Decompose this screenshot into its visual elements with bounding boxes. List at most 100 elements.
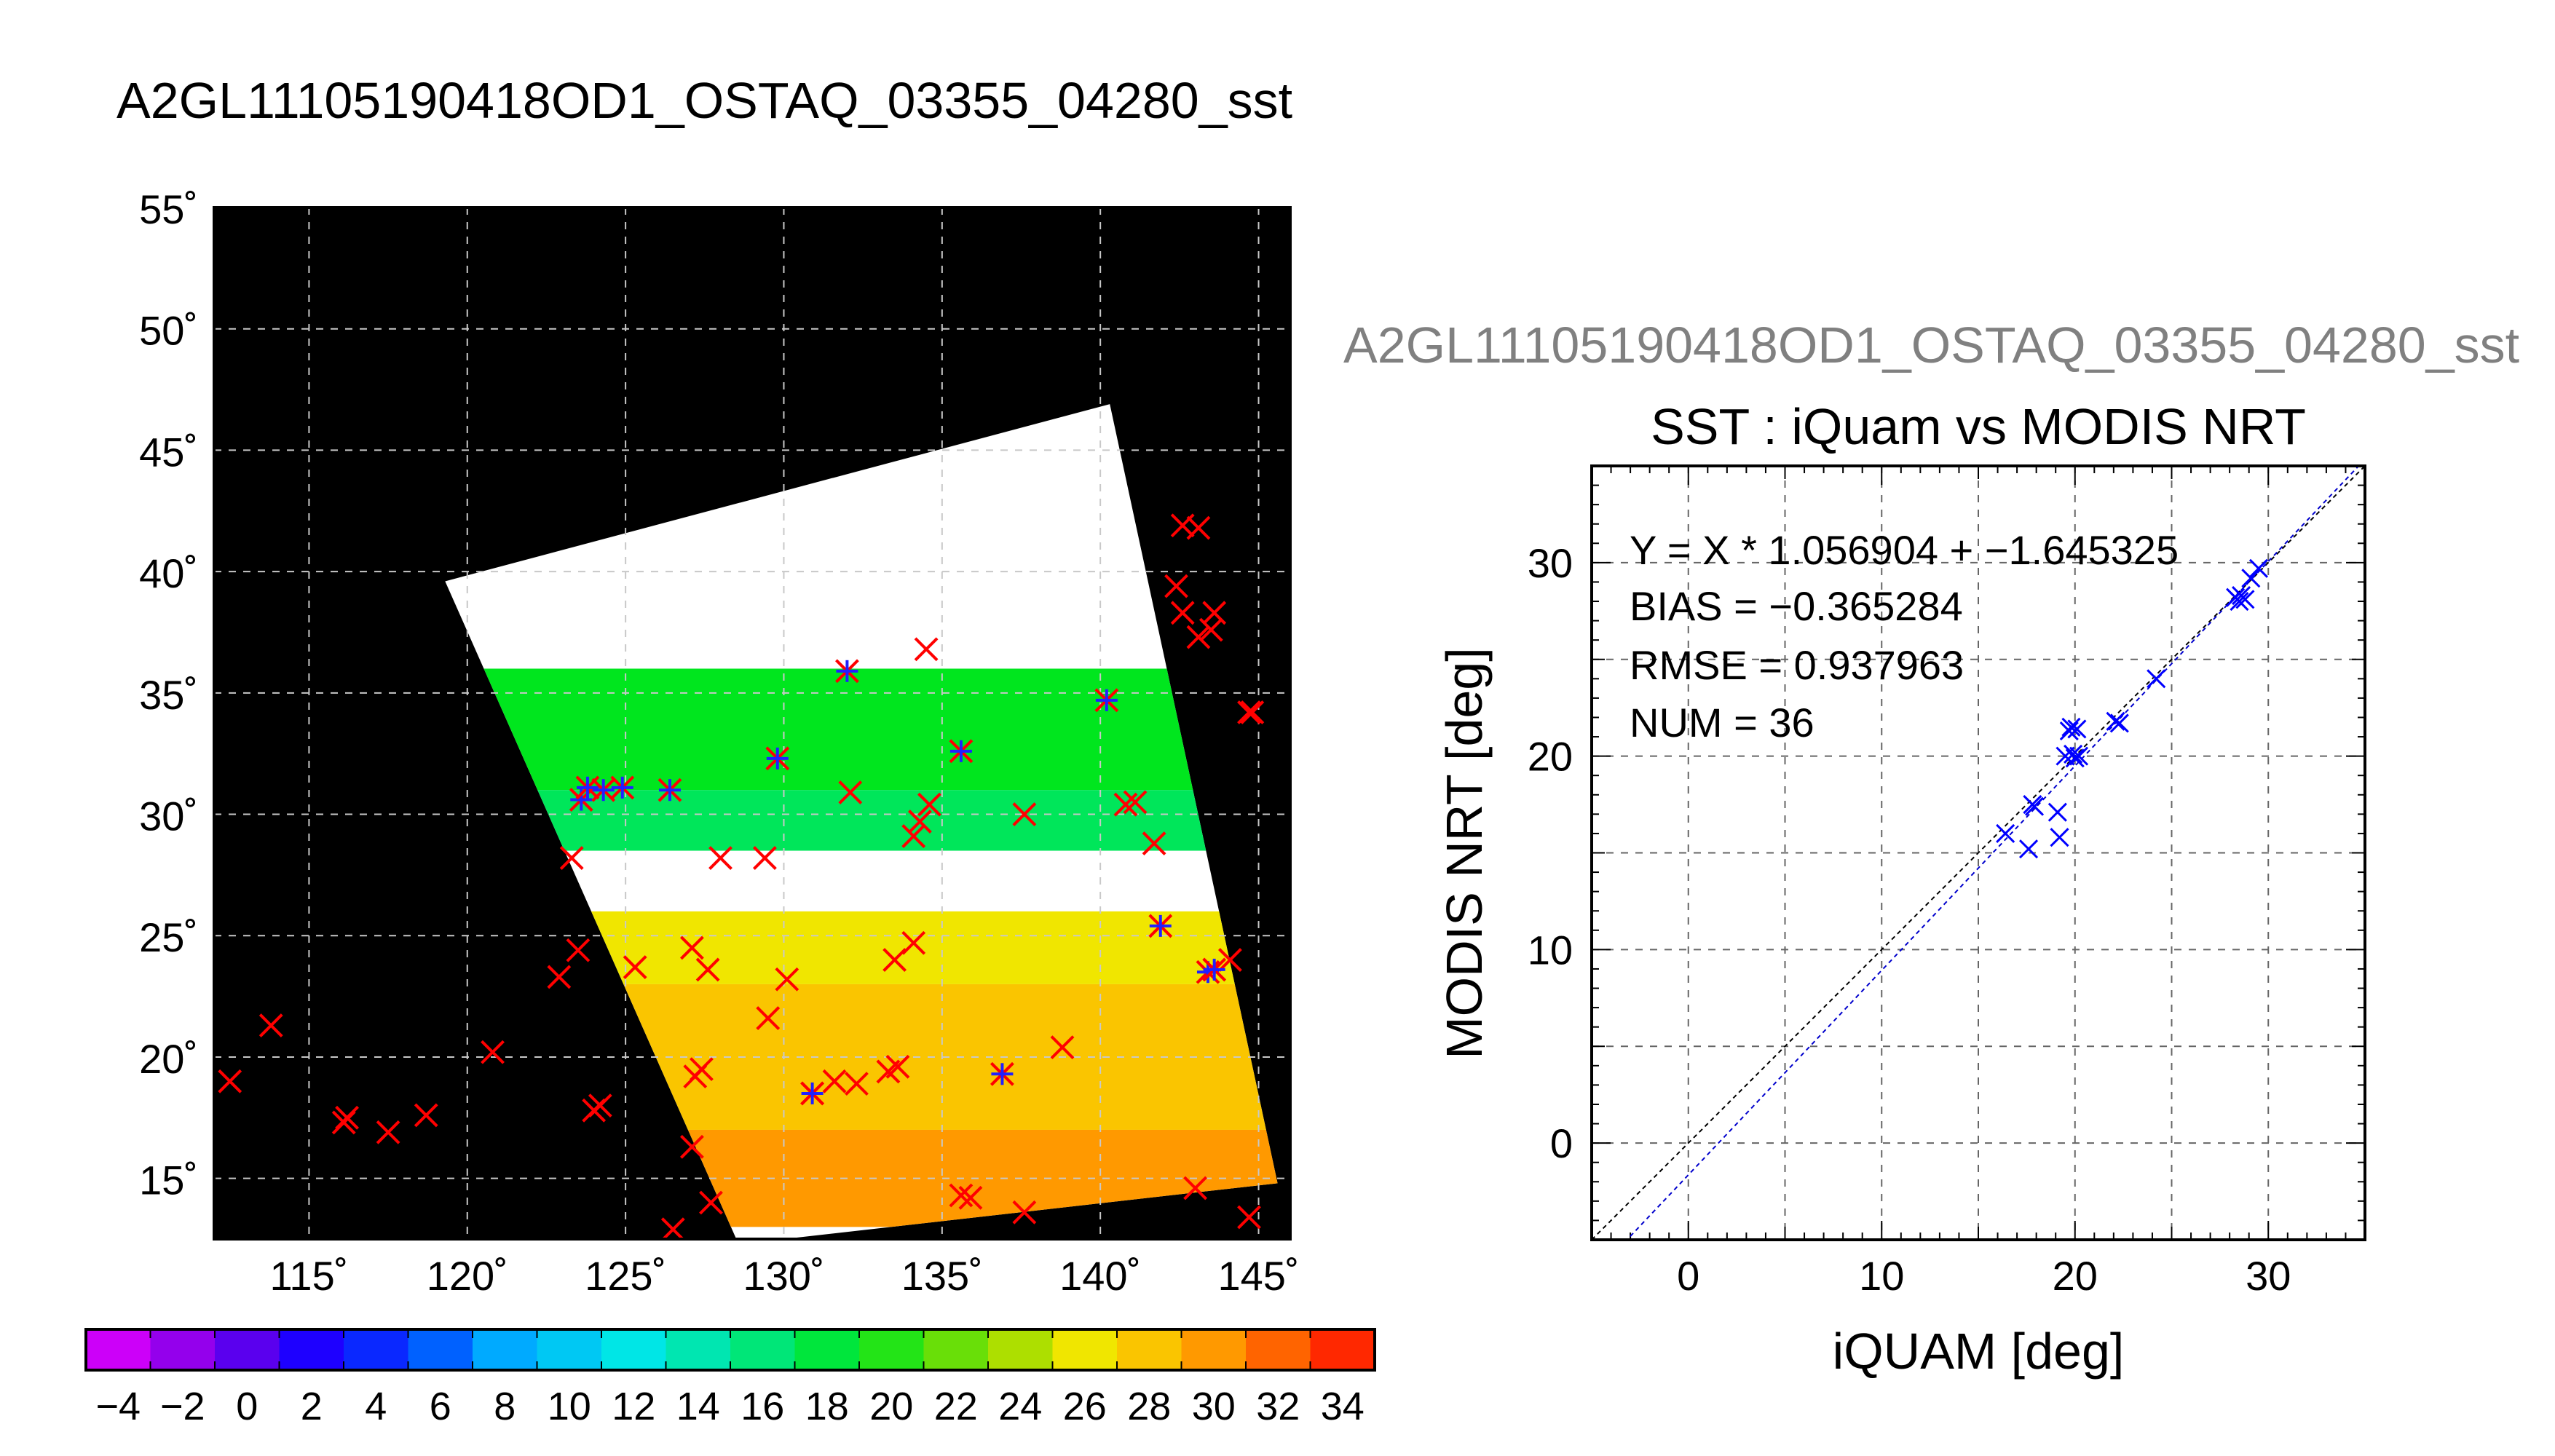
sst-map: 15˚ 20˚ 25˚ 30˚ 35˚ 40˚ 45˚ 50˚ 55˚ 115˚ 120˚ 125˚… [139, 186, 1300, 1299]
scatter-point [2024, 796, 2045, 816]
colorbar-segment [923, 1329, 989, 1370]
map-match-marker [838, 780, 863, 804]
map-star-marker [800, 1081, 825, 1106]
map-match-marker [547, 965, 572, 989]
colorbar-segment [859, 1329, 924, 1370]
map-lat-tick-label: 35˚ [139, 672, 198, 718]
map-star-marker [1148, 914, 1173, 938]
map-match-marker [756, 1006, 781, 1031]
map-star-marker [990, 1061, 1014, 1086]
scatter-y-tick-label: 20 [1528, 734, 1573, 780]
map-lat-tick-label: 30˚ [139, 794, 198, 839]
map-match-marker [218, 1069, 242, 1093]
scatter-stat-num: NUM = 36 [1630, 700, 1814, 745]
colorbar-tick-label: −2 [160, 1385, 205, 1428]
scatter-frame [1590, 464, 2366, 1241]
map-match-marker [885, 1054, 910, 1079]
map-star-marker [610, 775, 635, 800]
map-match-marker [566, 938, 591, 962]
colorbar-tick-label: 4 [365, 1385, 387, 1428]
map-frame [213, 206, 1292, 1241]
page-title: A2GL11105190418OD1_OSTAQ_03355_04280_sst [117, 72, 1292, 129]
colorbar-tick-label: 22 [934, 1385, 978, 1428]
colorbar-labels: −4 −2 0 2 4 6 8 10 12 14 16 18 20 22 24 26 28 30 32 34 [95, 1385, 1364, 1428]
scatter-point [2059, 721, 2079, 741]
scatter-point [2109, 713, 2129, 733]
sst-band [445, 668, 1278, 791]
colorbar-tick-label: 28 [1127, 1385, 1171, 1428]
map-match-marker [414, 1103, 438, 1128]
map-match-marker [1170, 601, 1195, 625]
colorbar-segment [794, 1329, 860, 1370]
scatter-title: SST : iQuam vs MODIS NRT [1651, 398, 2306, 455]
scatter-point [2106, 711, 2125, 731]
scatter-point [2050, 828, 2069, 847]
colorbar-segment [1117, 1329, 1182, 1370]
map-match-marker [1012, 1200, 1037, 1224]
map-star-marker [657, 778, 682, 802]
scatter-point [2147, 669, 2166, 689]
map-match-marker [1164, 574, 1188, 598]
map-match-marker [559, 846, 584, 870]
scatter-point [1996, 823, 2015, 843]
colorbar-tick-label: −4 [95, 1385, 141, 1428]
colorbar-tick-label: 8 [494, 1385, 516, 1428]
colorbar-frame [84, 1328, 1376, 1372]
colorbar-tick-label: 10 [548, 1385, 591, 1428]
map-match-marker [679, 1134, 704, 1159]
map-lon-tick-label: 120˚ [427, 1253, 508, 1299]
map-match-marker [1217, 948, 1242, 972]
map-star-marker [834, 659, 859, 684]
map-match-marker [258, 1013, 283, 1038]
map-lat-tick-label: 45˚ [139, 429, 198, 475]
colorbar-segment [408, 1329, 473, 1370]
colorbar-tick-label: 34 [1321, 1385, 1365, 1428]
colorbar-tick-label: 20 [869, 1385, 913, 1428]
map-star-marker [765, 746, 790, 771]
map-match-marker [679, 935, 704, 960]
colorbar-tick-label: 24 [998, 1385, 1042, 1428]
scatter-point [2241, 569, 2261, 588]
colorbar-tick-label: 12 [612, 1385, 655, 1428]
map-lon-tick-label: 125˚ [585, 1253, 666, 1299]
map-lat-labels: 15˚ 20˚ 25˚ 30˚ 35˚ 40˚ 45˚ 50˚ 55˚ [139, 186, 198, 1203]
map-lon-tick-label: 140˚ [1059, 1253, 1141, 1299]
colorbar-segment [1181, 1329, 1247, 1370]
scatter-point [2235, 590, 2255, 609]
colorbar-segment [86, 1329, 151, 1370]
scatter-x-tick-label: 10 [1859, 1253, 1904, 1299]
scatter-stat-rmse: RMSE = 0.937963 [1630, 642, 1964, 688]
colorbar-tick-label: 6 [430, 1385, 451, 1428]
map-match-marker [335, 1105, 359, 1130]
map-match-marker [1240, 700, 1265, 724]
scatter-point [2230, 591, 2249, 612]
scatter-points [1996, 558, 2269, 859]
scatter-x-tick-label: 0 [1677, 1253, 1699, 1299]
colorbar-segment [1052, 1329, 1118, 1370]
colorbar-segment [988, 1329, 1053, 1370]
map-lon-labels: 115˚ 120˚ 125˚ 130˚ 135˚ 140˚ 145˚ [269, 1253, 1299, 1299]
scatter-y-tick-label: 10 [1528, 927, 1573, 973]
colorbar-tick-label: 26 [1063, 1385, 1107, 1428]
map-lat-tick-label: 50˚ [139, 308, 198, 354]
map-match-marker [1237, 1205, 1261, 1230]
scatter-point [2047, 802, 2067, 822]
scatter-y-tick-label: 30 [1528, 540, 1573, 586]
colorbar-tick-label: 2 [301, 1385, 323, 1428]
scatter-file-label: A2GL11105190418OD1_OSTAQ_03355_04280_sst [1343, 317, 2519, 373]
scatter-point [2248, 558, 2269, 578]
map-star-marker [1202, 957, 1227, 982]
scatter-stat-bias: BIAS = −0.365284 [1630, 583, 1963, 629]
map-match-marker [1186, 515, 1211, 540]
map-match-marker [588, 1093, 612, 1118]
colorbar-segment [601, 1329, 666, 1370]
map-match-marker [1183, 1176, 1208, 1200]
scatter-point [2018, 839, 2039, 859]
map-match-marker [958, 1185, 983, 1210]
scatter-x-tick-label: 20 [2053, 1253, 2098, 1299]
map-match-marker [822, 1069, 847, 1093]
map-match-marker [690, 1057, 714, 1082]
scatter-x-tick-labels: 0 10 20 30 [1677, 1253, 2291, 1299]
scatter-point [2064, 744, 2083, 764]
